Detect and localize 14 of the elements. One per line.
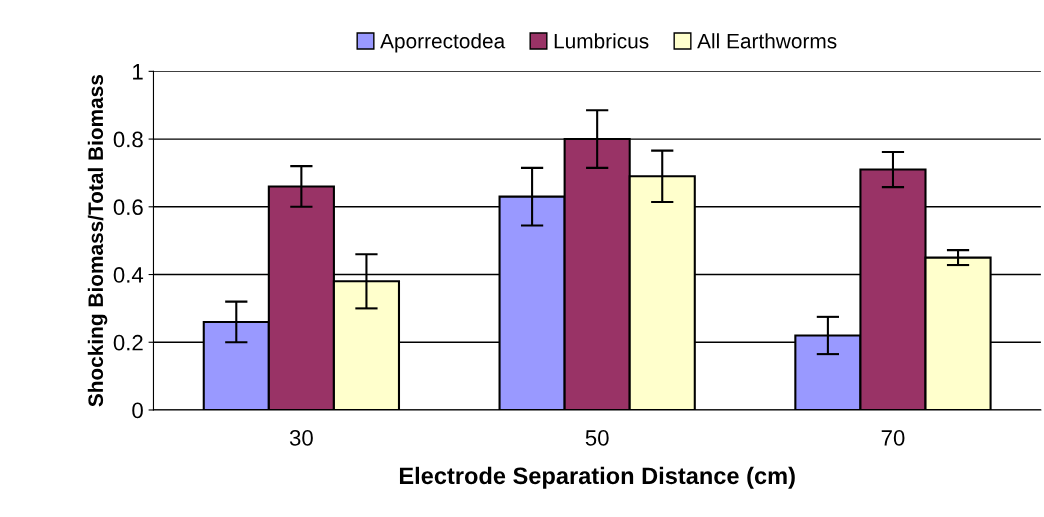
- y-axis-title: Shocking Biomass/Total Biomass: [87, 74, 108, 407]
- x-tick-label: 70: [881, 430, 905, 446]
- y-tick-label: 0.6: [113, 199, 143, 216]
- legend-label: Aporrectodea: [380, 33, 506, 53]
- x-tick-label: 50: [585, 430, 609, 446]
- x-axis-title: Electrode Separation Distance (cm): [399, 466, 795, 489]
- y-tick-label: 0.8: [113, 131, 143, 148]
- legend-label: All Earthworms: [697, 33, 837, 49]
- y-tick-label: 1: [133, 64, 143, 80]
- y-tick-label: 0.2: [113, 334, 143, 351]
- y-tick-label: 0: [132, 402, 143, 419]
- x-tick-label: 30: [289, 430, 313, 446]
- y-tick-label: 0.4: [113, 267, 144, 283]
- legend-label: Lumbricus: [554, 33, 649, 49]
